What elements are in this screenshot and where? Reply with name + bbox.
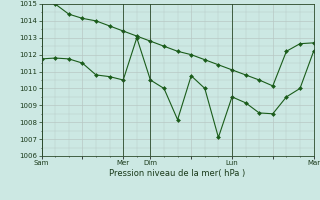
X-axis label: Pression niveau de la mer( hPa ): Pression niveau de la mer( hPa )	[109, 169, 246, 178]
